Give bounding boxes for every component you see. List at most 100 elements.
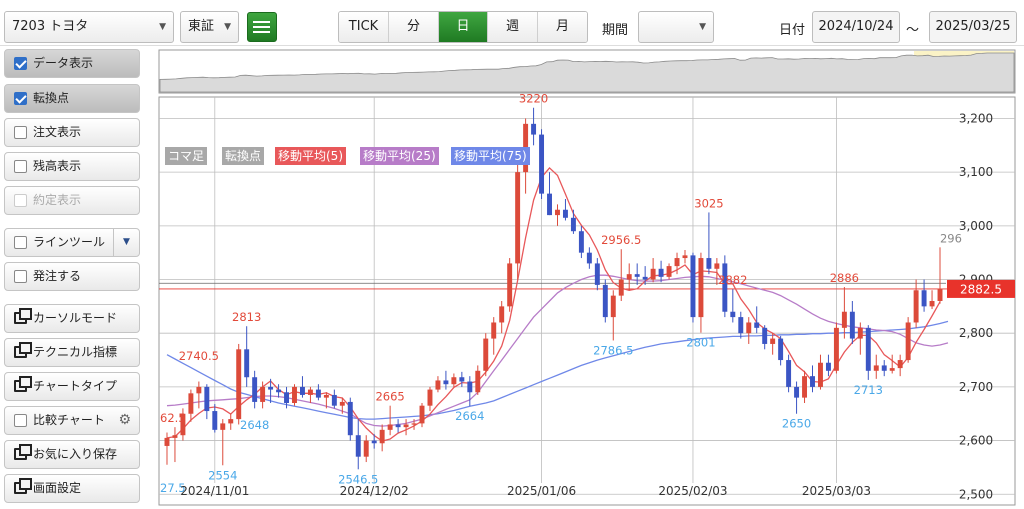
candle	[682, 250, 688, 264]
candle-body	[260, 386, 266, 402]
tab-month[interactable]: 月	[538, 12, 587, 42]
candle	[570, 209, 576, 234]
date-from-input[interactable]: 2024/10/24	[812, 11, 900, 43]
sidebar-item-place-order[interactable]: 発注する	[4, 262, 140, 291]
candle-body	[802, 376, 808, 398]
candle	[770, 333, 776, 355]
sidebar-item-line-tool[interactable]: ラインツール ▼	[4, 228, 140, 257]
candle-body	[515, 172, 521, 264]
sidebar-item-turning-point[interactable]: 転換点	[4, 84, 140, 113]
y-tick-label: 2,600	[959, 434, 993, 448]
legend-ma5[interactable]: 移動平均(5)	[275, 147, 346, 165]
sidebar-item-label: チャートタイプ	[33, 379, 117, 393]
toolbar: 7203 トヨタ ▼ 東証 ▼ TICK 分 日 週 月 期間 ▼ 日付 202…	[0, 0, 1024, 46]
sidebar-item-cursor-mode[interactable]: カーソルモード	[4, 304, 140, 333]
interval-tabs: TICK 分 日 週 月	[338, 11, 588, 43]
candle-body	[778, 338, 784, 361]
turning-point-label: 2665	[375, 390, 404, 404]
candle	[323, 392, 329, 409]
candle-body	[188, 393, 194, 414]
legend-candle[interactable]: コマ足	[165, 147, 208, 165]
candle-body	[347, 401, 353, 436]
candle-body	[507, 263, 513, 307]
tab-day[interactable]: 日	[439, 12, 488, 42]
candle-body	[499, 306, 505, 323]
sidebar-item-technical-indicators[interactable]: テクニカル指標	[4, 338, 140, 367]
tab-tick[interactable]: TICK	[339, 12, 389, 42]
sidebar-item-screen-settings[interactable]: 画面設定	[4, 474, 140, 503]
candle-body	[833, 327, 839, 371]
candle-body	[483, 338, 489, 371]
sidebar-item-data-display[interactable]: データ表示	[4, 49, 140, 78]
candle-body	[913, 290, 919, 323]
candle	[897, 354, 903, 377]
candle-body	[570, 217, 576, 232]
chart-area[interactable]: 62.5 27.5 2740.5 2554 2813 2648 2546.5 2665 2664…	[156, 47, 1018, 509]
ma25-line	[166, 274, 949, 427]
candle-body	[284, 392, 289, 403]
legend-turning-point[interactable]: 転換点	[222, 147, 265, 165]
turning-point-label: 62.5	[160, 411, 186, 425]
candle-body	[268, 386, 274, 390]
candle	[379, 424, 385, 452]
x-axis: 2024/11/01 2024/12/02 2025/01/06 2025/02/03…	[180, 484, 871, 498]
candle	[722, 255, 728, 318]
turning-point-label: 2648	[240, 418, 269, 432]
turning-point-label: 2886	[830, 271, 859, 285]
sidebar-item-balance-display[interactable]: 残高表示	[4, 152, 140, 181]
candle-body	[586, 252, 592, 264]
candle-body	[905, 322, 911, 361]
candle	[794, 381, 800, 414]
sidebar-item-save-favorite[interactable]: お気に入り保存	[4, 440, 140, 469]
checkbox-icon	[14, 92, 27, 105]
candle	[204, 384, 210, 420]
sidebar-item-compare-chart[interactable]: 比較チャート ⚙	[4, 406, 140, 435]
candle-body	[722, 263, 728, 312]
chevron-down-icon[interactable]: ▼	[113, 229, 139, 256]
sidebar-item-chart-type[interactable]: チャートタイプ	[4, 372, 140, 401]
candle	[881, 360, 887, 377]
candle	[810, 365, 815, 393]
sidebar-item-label: 約定表示	[33, 193, 82, 207]
sidebar-item-order-display[interactable]: 注文表示	[4, 118, 140, 147]
legend-ma25[interactable]: 移動平均(25)	[360, 147, 439, 165]
tab-minute[interactable]: 分	[389, 12, 439, 42]
candle-body	[435, 380, 441, 390]
candlestick-chart[interactable]: 62.5 27.5 2740.5 2554 2813 2648 2546.5 2665 2664…	[156, 47, 1018, 509]
candle	[714, 258, 720, 285]
candle-body	[419, 405, 425, 424]
candle	[626, 263, 632, 291]
candle-body	[929, 301, 935, 307]
chevron-down-icon: ▼	[699, 22, 706, 32]
candle-body	[204, 386, 210, 412]
date-to-input[interactable]: 2025/03/25	[929, 11, 1017, 43]
legend-ma75[interactable]: 移動平均(75)	[451, 147, 530, 165]
candle	[276, 384, 282, 398]
list-button[interactable]	[247, 12, 277, 42]
market-select[interactable]: 東証 ▼	[180, 11, 239, 43]
candle	[937, 247, 943, 304]
candle	[395, 419, 401, 433]
symbol-select[interactable]: 7203 トヨタ ▼	[4, 11, 174, 43]
ma75-line	[166, 320, 949, 420]
gear-icon[interactable]: ⚙	[118, 412, 131, 428]
sidebar-item-label: 画面設定	[33, 481, 82, 495]
candle	[387, 405, 393, 436]
price-tag-text: 2882.5	[960, 282, 1002, 296]
candle-body	[355, 435, 361, 457]
candle	[339, 397, 345, 414]
candle	[921, 279, 927, 312]
candle-body	[770, 338, 776, 344]
candle-body	[339, 401, 345, 406]
candle	[443, 370, 449, 390]
candle	[857, 322, 863, 355]
tab-week[interactable]: 週	[488, 12, 538, 42]
plot-frame	[158, 96, 1016, 506]
candle	[594, 258, 600, 291]
candle-body	[459, 377, 465, 382]
period-select[interactable]: ▼	[638, 11, 714, 43]
candle	[371, 434, 377, 449]
period-label: 期間	[602, 23, 629, 38]
price-tag-box	[947, 279, 1015, 298]
candle-body	[451, 377, 457, 385]
